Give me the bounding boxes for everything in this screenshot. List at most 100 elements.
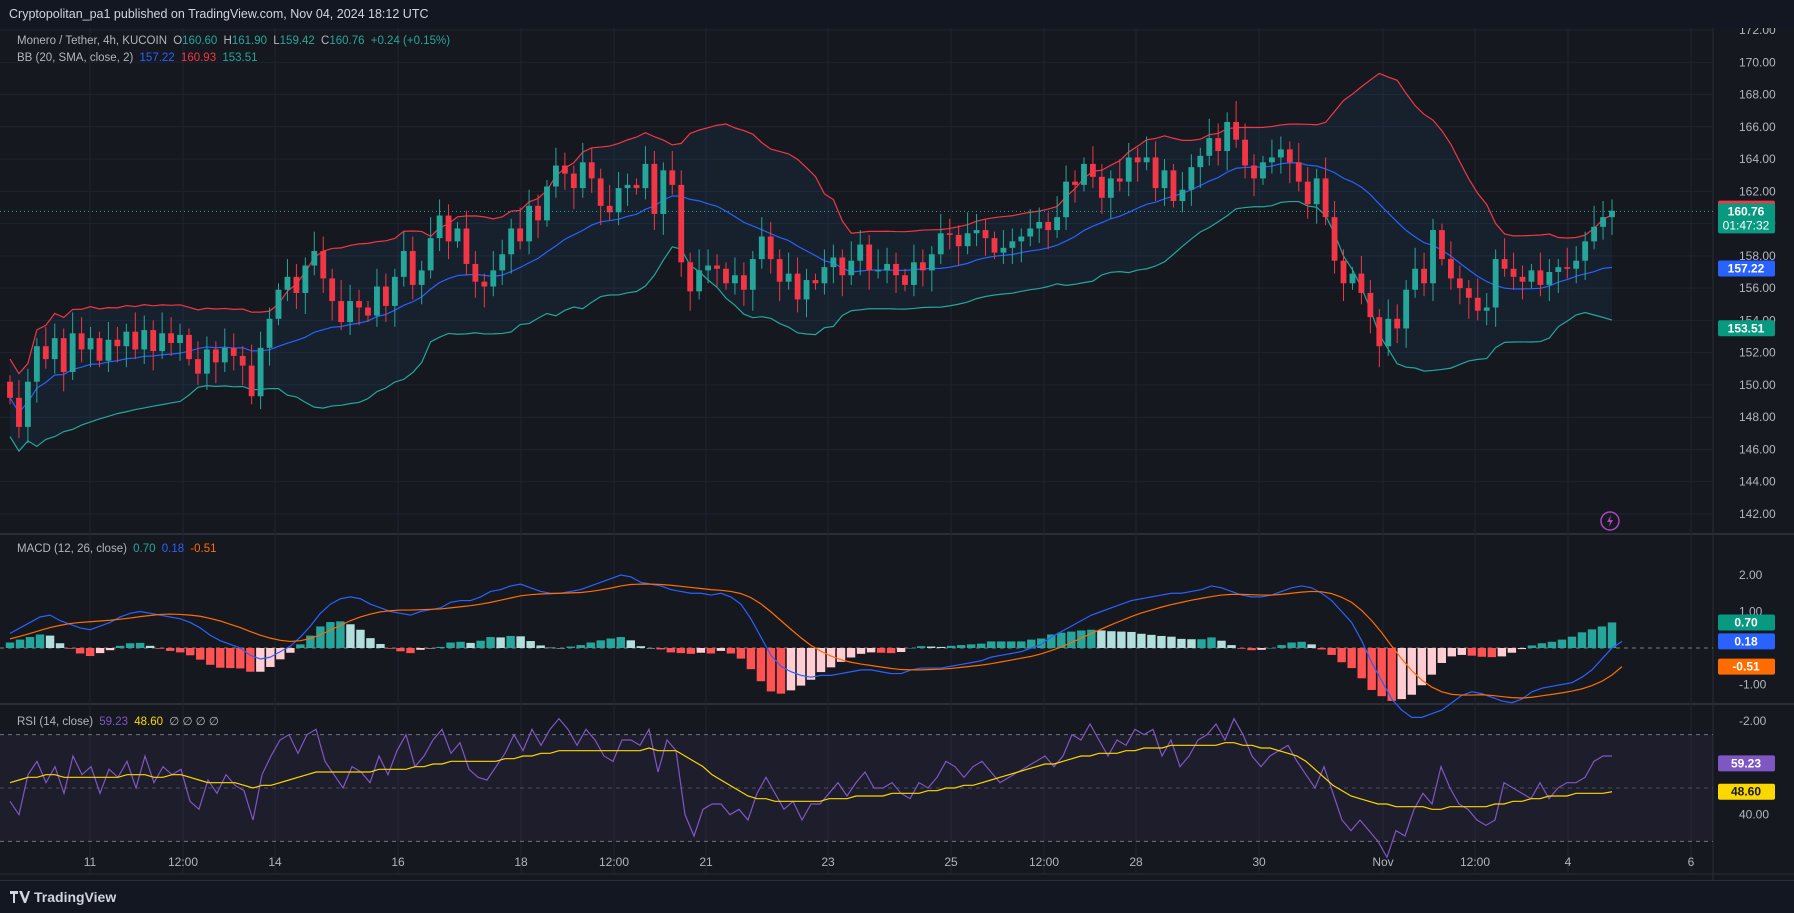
time-tick-label: 12:00 [1460,855,1490,869]
symbol-name[interactable]: Monero / Tether, 4h, KUCOIN [17,35,167,47]
candle-body [1009,241,1016,248]
price-tick-label: 150.00 [1739,378,1776,392]
macd-histogram-bar [1167,636,1176,648]
candle-body [1143,157,1150,163]
macd-histogram-bar [45,635,55,648]
candle-body [1447,259,1454,279]
open-label: O [173,35,183,47]
macd-histogram-bar [886,648,896,654]
bottom-bar: TradingView [0,880,1794,913]
candle-body [866,244,873,271]
candle-body [803,280,810,300]
chart-background [0,28,1794,880]
candle-body [195,359,201,374]
macd-signal-value: -0.51 [190,543,217,555]
candle-body [221,347,228,363]
price-tick-label: 148.00 [1739,410,1776,424]
macd-signal-badge: -0.51 [1732,660,1760,674]
candle-body [1519,276,1526,282]
macd-histogram-bar [566,646,575,648]
macd-histogram-bar [1027,639,1036,648]
candle-body [1439,230,1445,260]
macd-histogram-bar [1517,648,1527,650]
macd-histogram-bar [496,637,505,648]
candle-body [1242,139,1248,166]
macd-histogram-bar [165,648,175,651]
macd-histogram-bar [706,648,716,654]
macd-histogram-bar [1197,639,1206,648]
candle-body [1170,170,1177,202]
macd-histogram-bar [336,621,345,648]
macd-histogram-bar [145,645,155,648]
candle-body [973,230,980,234]
macd-histogram-bar [1397,648,1406,700]
macd-tick-label: -2.00 [1739,714,1767,728]
macd-histogram-bar [1277,645,1286,648]
bb-lower-value: 153.51 [222,52,258,64]
macd-histogram-bar [276,648,285,660]
countdown-badge: 01:47:32 [1723,218,1770,232]
rsi-value-badge-bg [1718,755,1775,772]
candle-body [42,346,49,360]
macd-histogram-bar [1257,648,1266,650]
time-tick-label: 4 [1565,855,1572,869]
rsi-line [9,717,1612,859]
candle-body [302,265,309,293]
macd-histogram-bar [1037,638,1046,648]
candle-body [1000,247,1007,253]
time-tick-label: 30 [1252,855,1266,869]
high-value: 161.90 [231,35,268,47]
candle-body [1116,178,1123,182]
candle-body [1072,181,1078,185]
candle-body [794,273,801,300]
candle-body [1206,138,1213,156]
time-tick-label: 25 [944,855,958,869]
tv-logo-icon [10,891,30,903]
macd-legend: MACD (12, 26, close) 0.70 0.18 -0.51 [17,543,220,555]
macd-histogram-bar [356,629,365,648]
macd-histogram-bar [776,648,786,694]
candle-body [982,230,989,239]
macd-histogram-bar [155,648,165,649]
tradingview-logo[interactable]: TradingView [10,889,116,905]
candle-body [33,346,40,382]
candle-body [517,228,524,242]
candle-body [320,251,327,279]
open-value: 160.60 [182,35,218,47]
candle-body [1501,259,1508,269]
candle-body [508,228,515,255]
macd-label[interactable]: MACD (12, 26, close) [17,543,127,555]
candle-body [902,275,908,285]
macd-histogram-bar [426,648,435,649]
macd-histogram-bar [1477,648,1487,657]
candle-body [1349,273,1356,284]
price-tick-label: 172.00 [1739,28,1776,37]
candle-body [1098,176,1105,198]
candle-body [248,365,255,397]
macd-histogram-bar [1267,648,1276,649]
candle-body [1465,288,1472,298]
candle-body [1286,149,1293,163]
macd-histogram-bar [1057,632,1066,648]
candle-body [427,238,434,271]
lightning-bolt [1607,515,1613,527]
bb-lower-line [9,200,1613,453]
chart-canvas[interactable]: 172.00170.00168.00166.00164.00162.00160.… [0,28,1794,880]
macd-histogram-bar [1087,629,1096,648]
rsi-label[interactable]: RSI (14, close) [17,716,94,728]
candle-body [1277,149,1284,158]
time-tick-label: 14 [268,855,282,869]
candle-body [1063,181,1069,218]
bb-label[interactable]: BB (20, SMA, close, 2) [17,52,134,64]
macd-histogram-bar [1387,648,1396,701]
macd-histogram-bar [1437,648,1446,663]
macd-histogram-bar [246,648,255,672]
candle-body [597,178,604,206]
candle-body [723,268,729,284]
rsi-value: 59.23 [99,716,129,728]
macd-histogram-bar [306,635,315,648]
macd-histogram-bar [406,648,415,654]
price-tick-label: 162.00 [1739,184,1776,198]
macd-histogram-bar [546,647,555,649]
candle-body [1197,155,1204,168]
